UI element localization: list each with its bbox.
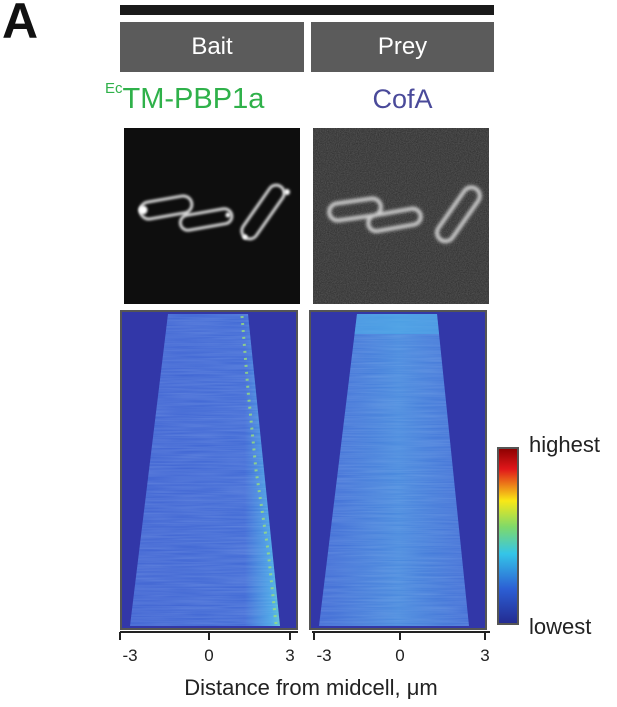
prey-protein-label: CofA xyxy=(311,84,494,115)
colorbar-low-label: lowest xyxy=(529,614,592,639)
bait-kymograph xyxy=(120,310,298,630)
prey-header-label: Prey xyxy=(377,33,428,60)
bait-tick-label: -3 xyxy=(122,646,138,665)
prey-tick-label: -3 xyxy=(316,646,332,665)
prey-tick-label: 3 xyxy=(480,646,490,665)
bait-protein-label: EcTM-PBP1a xyxy=(105,80,325,116)
prey-protein-name: CofA xyxy=(372,84,433,114)
bait-protein-superscript: Ec xyxy=(105,80,123,97)
bait-tick-label: 0 xyxy=(204,646,214,665)
bait-header-label: Bait xyxy=(191,33,233,60)
colorbar-high-label: highest xyxy=(529,432,600,457)
prey-header: Prey xyxy=(311,22,494,72)
prey-tick-label: 0 xyxy=(395,646,405,665)
bait-tick-label: 3 xyxy=(285,646,295,665)
colorbar xyxy=(497,447,519,625)
x-axis-label: Distance from midcell, μm xyxy=(184,675,438,700)
bait-micrograph xyxy=(124,128,300,304)
prey-micrograph xyxy=(313,128,489,304)
header-bar xyxy=(120,5,494,15)
x-axes xyxy=(119,631,490,640)
bait-header: Bait xyxy=(120,22,304,72)
panel-letter: A xyxy=(2,0,39,49)
bait-protein-name: TM-PBP1a xyxy=(122,83,265,115)
prey-kymograph xyxy=(309,310,487,630)
